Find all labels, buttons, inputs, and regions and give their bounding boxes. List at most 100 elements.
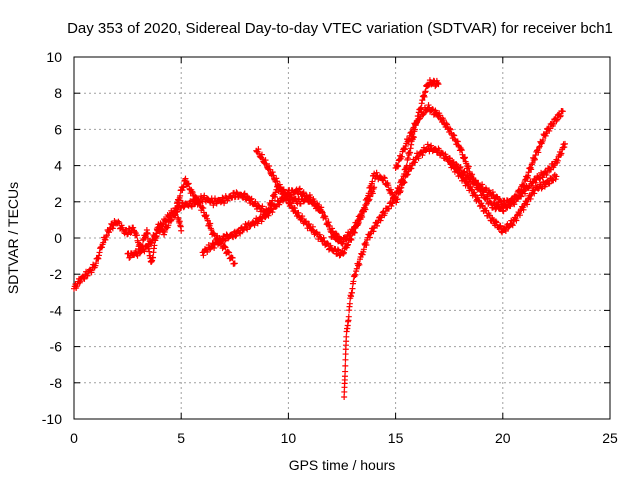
data-point [353,221,360,228]
data-point [130,224,137,231]
data-point [525,172,532,179]
data-point [161,228,168,235]
y-tick-label: 6 [54,121,62,137]
data-point [447,126,454,133]
data-point [471,191,478,198]
data-point [433,109,440,116]
data-point [148,240,155,247]
data-point [270,172,277,179]
series-track-8 [392,102,568,215]
data-point [460,174,467,181]
data-point [200,205,207,212]
data-point [444,121,451,128]
data-point [211,245,218,252]
series-track-2 [124,183,324,261]
x-tick-label: 10 [281,430,297,446]
data-point [277,184,284,191]
data-point [556,113,563,120]
data-point [307,194,314,201]
data-point [388,202,395,209]
data-point [226,249,233,256]
data-point [487,199,494,206]
data-point [406,137,412,144]
data-point [531,190,538,197]
data-point [394,162,401,169]
data-point [81,275,88,282]
data-point [544,169,551,176]
data-point [106,229,113,236]
data-point [561,144,568,151]
x-tick-label: 15 [388,430,404,446]
data-point [262,157,269,164]
data-point [316,231,323,238]
data-point [203,212,210,219]
data-point [369,178,376,185]
data-point [231,260,238,267]
data-point [513,217,520,224]
data-point [342,356,349,363]
data-point [446,125,453,132]
data-point [558,150,565,157]
data-point [329,225,336,232]
data-point [389,199,396,206]
data-point [144,230,151,237]
data-point [269,197,276,204]
data-point [493,219,500,226]
data-point [233,232,240,239]
data-point [346,232,353,239]
data-point [472,177,479,184]
data-point [284,195,291,202]
data-point [232,233,239,240]
data-point [240,191,247,198]
data-point [248,195,255,202]
data-point [536,175,543,182]
data-point [355,260,362,267]
series-track-3 [173,175,238,267]
data-point [222,244,229,251]
data-point [251,222,258,229]
data-point [189,189,196,196]
data-point [546,125,553,132]
data-point [180,204,187,211]
data-point [311,198,318,205]
data-point [479,188,486,195]
data-point [546,180,553,187]
data-point [180,183,187,190]
data-point [237,230,244,237]
data-point [217,199,224,206]
data-point [88,269,95,276]
data-point [497,222,504,229]
data-point [321,213,328,220]
data-point [233,189,240,196]
y-tick-label: 4 [54,158,62,174]
data-point [469,171,476,178]
data-point [374,222,381,229]
data-point [377,217,384,224]
data-point [359,251,366,258]
data-point [349,285,356,292]
y-tick-label: 0 [54,230,62,246]
y-tick-label: 2 [54,194,62,210]
data-point [211,231,218,238]
data-point [557,112,564,119]
data-point [342,368,349,375]
data-point [365,190,372,197]
data-point [404,171,411,178]
data-point [196,199,203,206]
data-point [354,220,361,227]
data-point [339,240,346,247]
data-point [499,207,506,214]
x-tick-label: 0 [70,430,78,446]
y-tick-label: 10 [46,49,62,65]
data-point [553,117,560,124]
y-tick-label: 8 [54,85,62,101]
data-point [334,233,341,240]
data-point [528,166,535,173]
data-point [366,234,373,241]
data-point [254,220,261,227]
data-point [451,132,458,139]
data-point [345,241,352,248]
data-point [561,140,568,147]
data-point [208,227,215,234]
data-point [156,227,163,234]
